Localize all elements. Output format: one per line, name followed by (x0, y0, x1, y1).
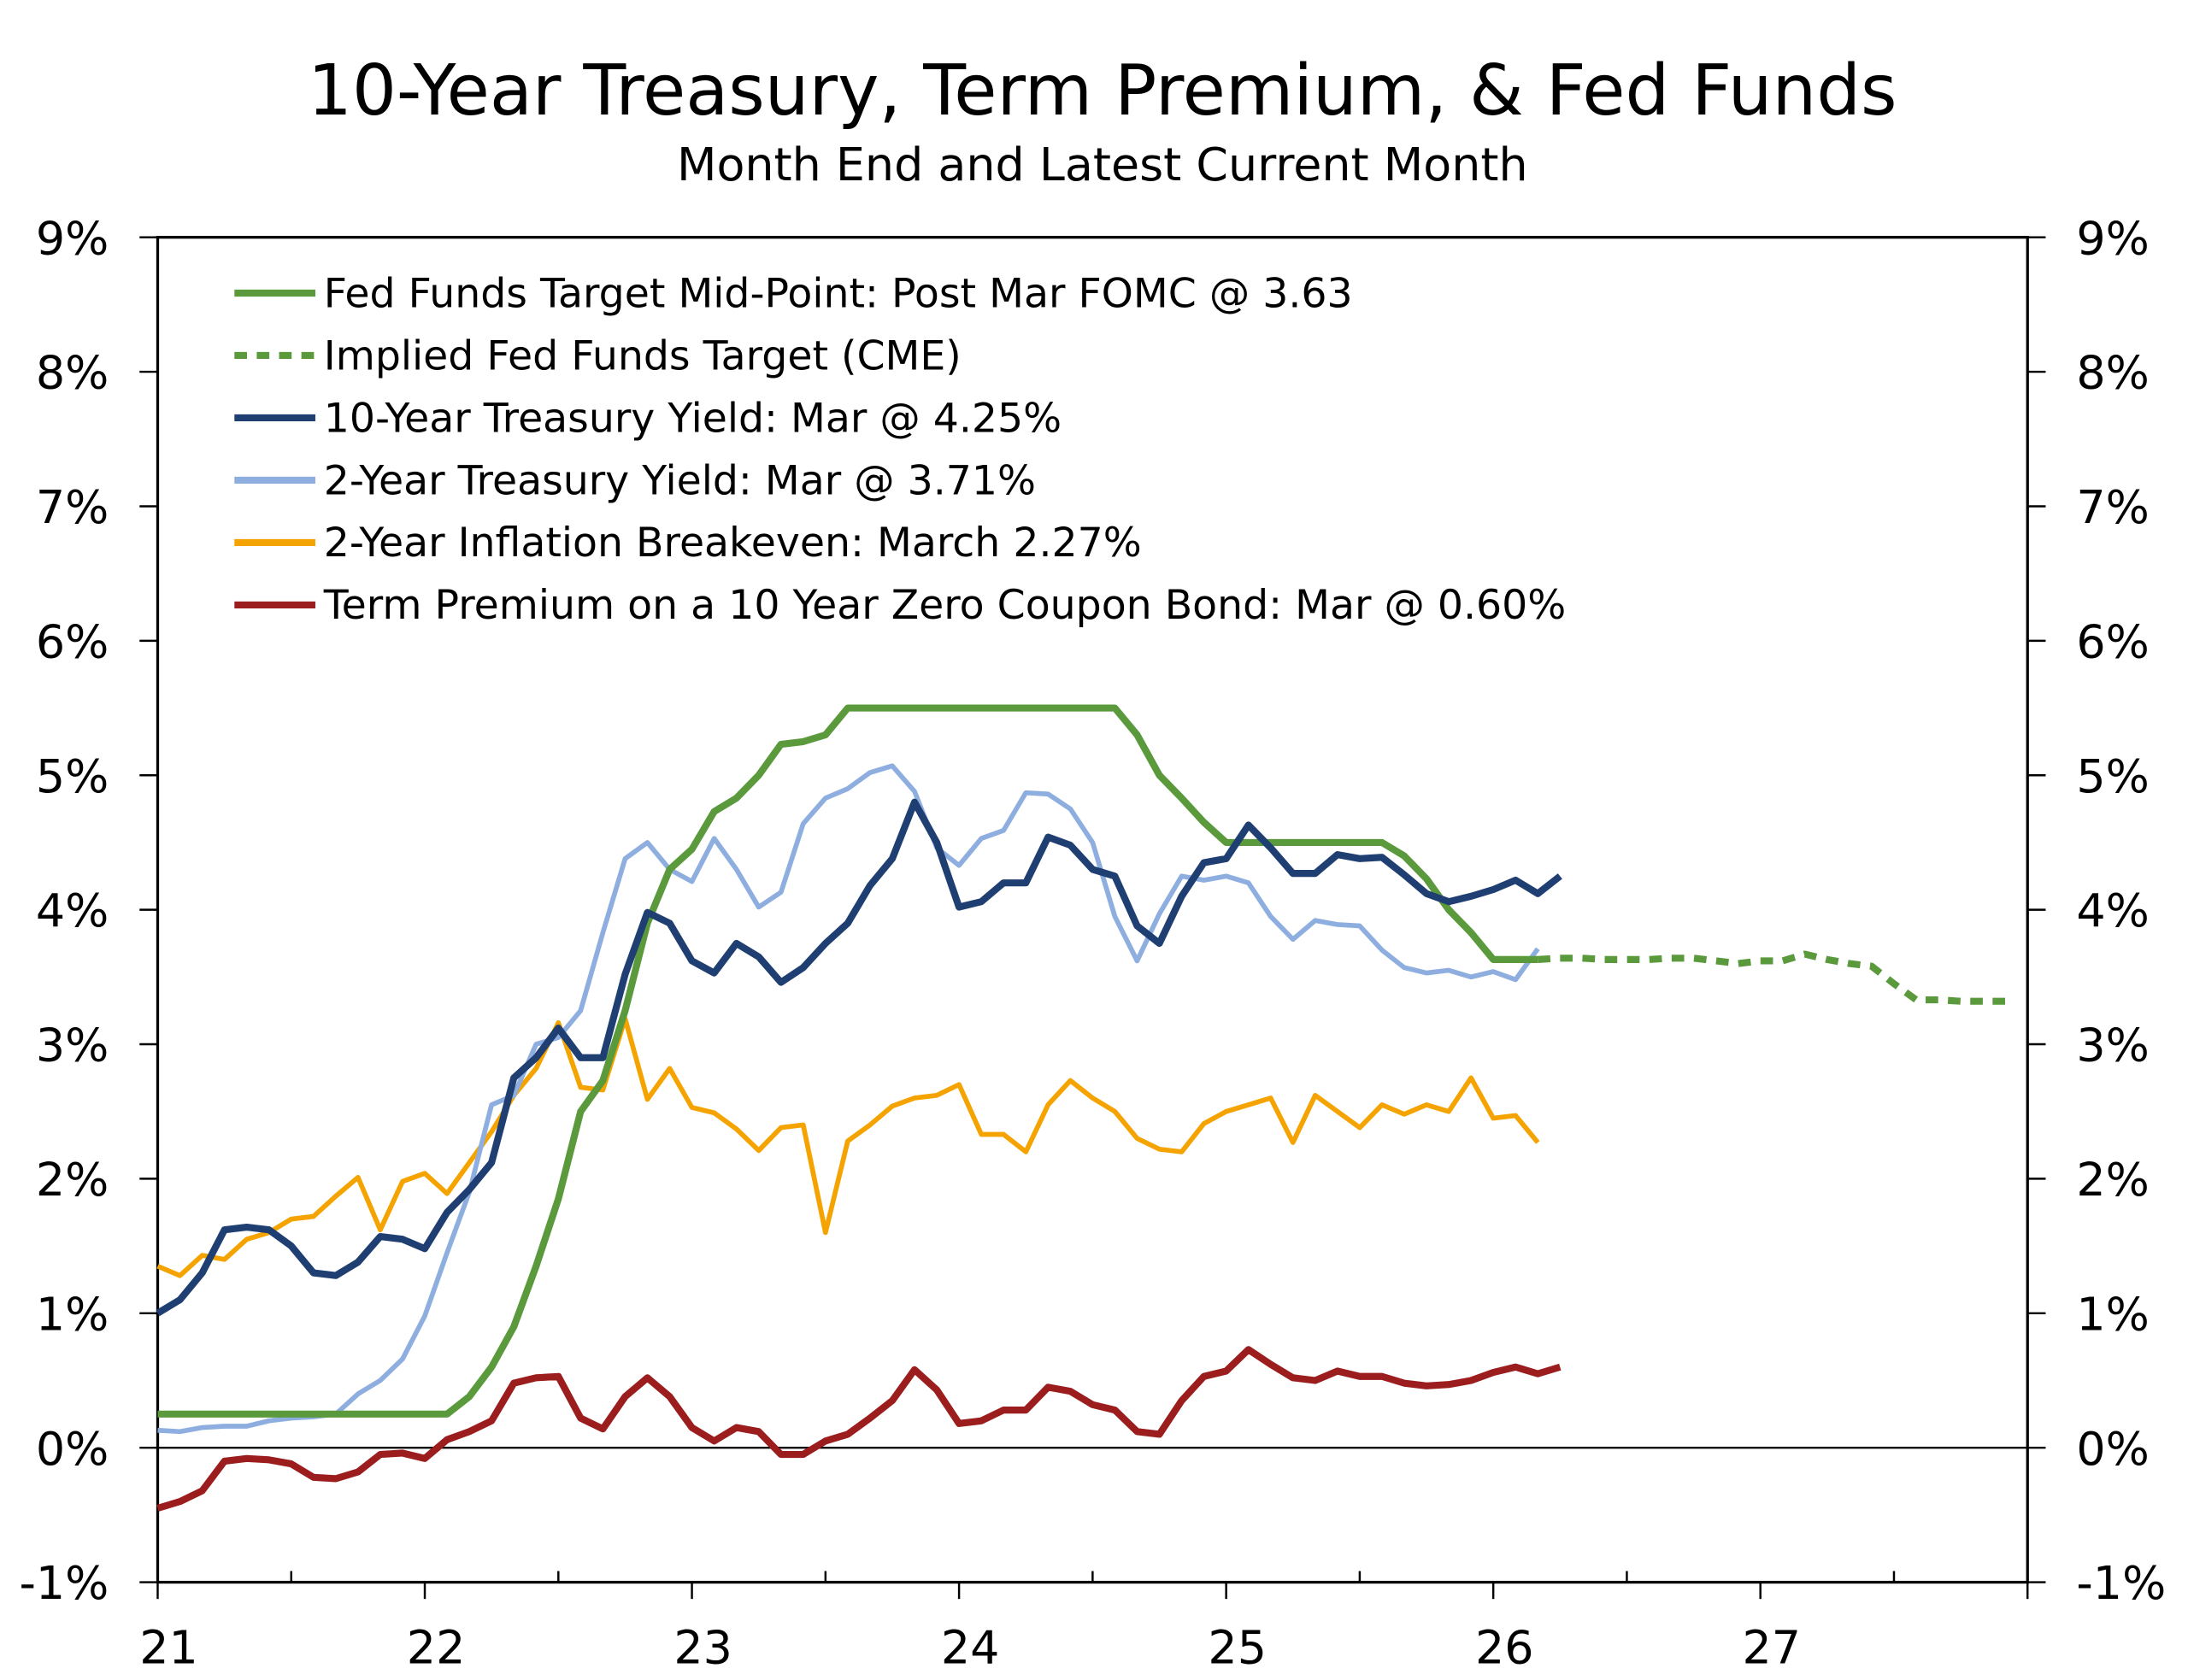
series-line-3 (157, 763, 1540, 1435)
y-tick-label-right: -1% (2076, 1556, 2166, 1610)
series-line-1 (1538, 950, 2006, 1005)
series-line-4 (156, 1016, 1540, 1278)
y-tick-label: 7% (36, 480, 109, 534)
y-tick-label-right: 6% (2076, 614, 2149, 668)
y-tick-label: 3% (36, 1019, 109, 1072)
legend-label: Fed Funds Target Mid-Point: Post Mar FOM… (324, 270, 1353, 317)
legend-label: Implied Fed Funds Target (CME) (324, 332, 962, 379)
legend-label: 2-Year Treasury Yield: Mar @ 3.71% (324, 457, 1036, 504)
x-tick-label: 25 (1208, 1620, 1267, 1674)
axes: -1% -1% 0% 0% 1% 1% 2% 2% 3% 3% 4% 4% 5% 5% 6% 6% 7% 7% 8%… (19, 211, 2166, 1674)
y-tick-label-right: 5% (2076, 749, 2149, 803)
legend-label: 10-Year Treasury Yield: Mar @ 4.25% (324, 395, 1062, 442)
x-tick-label: 21 (139, 1620, 198, 1674)
x-tick-label: 22 (407, 1620, 466, 1674)
chart-subtitle: Month End and Latest Current Month (677, 138, 1528, 191)
x-tick-label: 23 (673, 1620, 732, 1674)
y-tick-label: 6% (36, 614, 109, 668)
series-line-2 (156, 798, 1562, 1317)
y-tick-label-right: 2% (2076, 1153, 2149, 1207)
y-tick-label-right: 8% (2076, 346, 2149, 400)
y-tick-label-right: 4% (2076, 884, 2149, 937)
legend-label: Term Premium on a 10 Year Zero Coupon Bo… (323, 582, 1566, 629)
legend: Fed Funds Target Mid-Point: Post Mar FOM… (234, 270, 1566, 629)
series-lines (156, 704, 2006, 1512)
y-tick-label-right: 7% (2076, 480, 2149, 534)
y-tick-label: 2% (36, 1153, 109, 1207)
y-tick-label-right: 0% (2076, 1422, 2149, 1476)
series-line-5 (156, 1346, 1562, 1512)
series-line-0 (157, 704, 1538, 1418)
x-tick-label: 26 (1475, 1620, 1534, 1674)
y-tick-label-right: 9% (2076, 211, 2149, 265)
legend-label: 2-Year Inflation Breakeven: March 2.27% (324, 520, 1142, 567)
y-tick-label: 1% (36, 1287, 109, 1341)
y-tick-label: 9% (36, 211, 109, 265)
y-tick-label: 5% (36, 749, 109, 803)
y-tick-label: 4% (36, 884, 109, 937)
y-tick-label: -1% (19, 1556, 109, 1610)
y-tick-label-right: 3% (2076, 1019, 2149, 1072)
y-tick-label: 0% (36, 1422, 109, 1476)
x-tick-label: 24 (941, 1620, 1000, 1674)
y-tick-label: 8% (36, 346, 109, 400)
x-tick-label: 27 (1742, 1620, 1801, 1674)
y-tick-label-right: 1% (2076, 1287, 2149, 1341)
chart-title: 10-Year Treasury, Term Premium, & Fed Fu… (308, 50, 1897, 132)
